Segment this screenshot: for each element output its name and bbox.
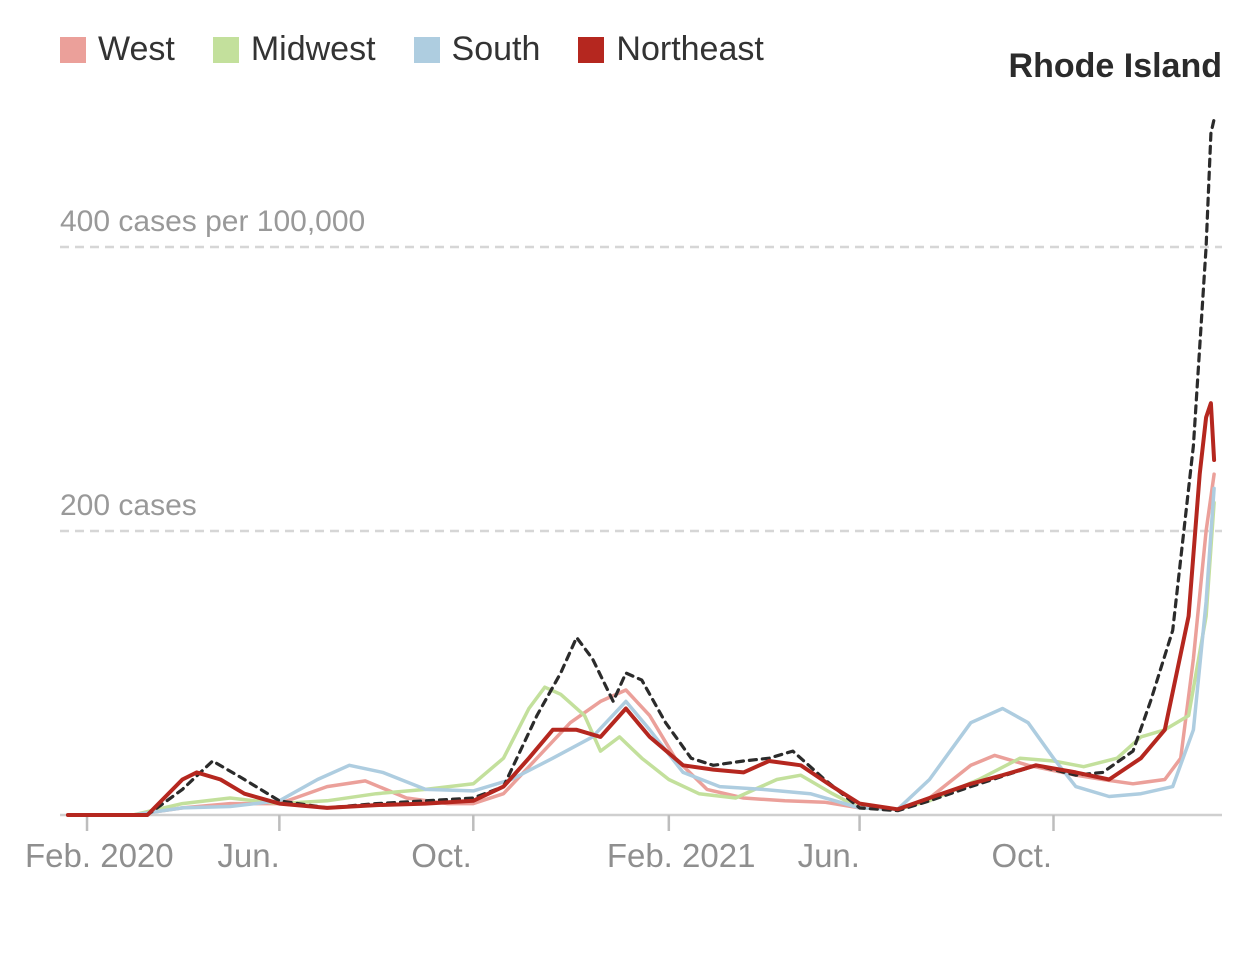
x-tick-label-feb-2020: Feb. 2020	[25, 837, 174, 874]
legend-label-west: West	[98, 30, 175, 68]
series-line-west	[66, 472, 1216, 817]
legend-swatch-south	[413, 36, 440, 63]
legend-item-northeast: Northeast	[578, 30, 764, 69]
series-line-midwest	[66, 500, 1216, 817]
legend-label-south: South	[451, 30, 541, 68]
x-axis: Feb. 2020 Jun. Oct. Feb. 2021 Jun. Oct.	[25, 813, 1222, 874]
series-lines	[65, 117, 1217, 817]
legend-item-south: South	[413, 30, 541, 69]
series-line-south	[66, 486, 1216, 817]
x-tick-label-jun: Jun.	[217, 837, 279, 874]
x-tick-label-oct: Oct.	[411, 837, 472, 874]
x-tick-label-oct: Oct.	[992, 837, 1053, 874]
legend-swatch-midwest	[212, 36, 239, 63]
legend-label-midwest: Midwest	[250, 30, 376, 68]
annotation-rhode-island: Rhode Island	[1009, 47, 1222, 85]
annotations: Rhode Island	[1009, 47, 1222, 85]
series-line-northeast	[65, 401, 1217, 817]
legend-label-northeast: Northeast	[616, 30, 764, 68]
x-tick-label-jun: Jun.	[798, 837, 860, 874]
x-tick-label-feb-2021: Feb. 2021	[607, 837, 756, 874]
legend-swatch-west	[60, 36, 86, 63]
gridline-label-200: 200 cases	[60, 489, 197, 522]
chart-legend: West Midwest South Northeast	[60, 30, 802, 69]
gridlines: 200 cases 400 cases per 100,000	[60, 205, 1222, 533]
legend-item-midwest: Midwest	[212, 30, 376, 69]
legend-swatch-northeast	[578, 36, 605, 63]
gridline-label-400: 400 cases per 100,000	[60, 205, 365, 238]
legend-item-west: West	[60, 30, 175, 69]
